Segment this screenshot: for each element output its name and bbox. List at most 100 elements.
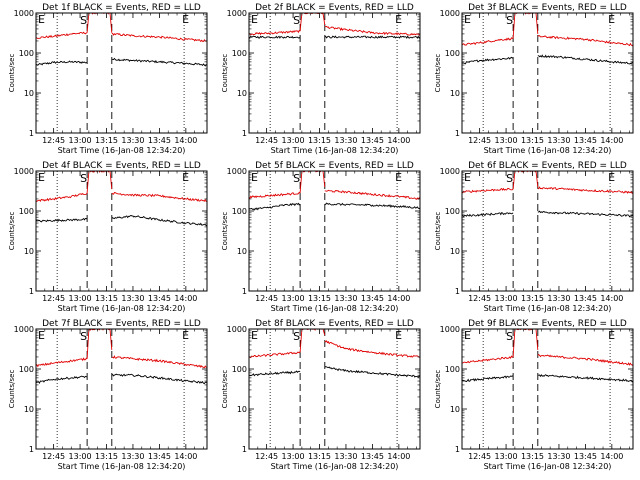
panel-5: Det 5f BLACK = Events, RED = LLD 1 10 100 10… [221,161,421,313]
events-series-line [111,373,207,385]
lld-series-line [462,187,514,194]
x-tick-label: 13:00 [495,452,518,461]
axes-frame [248,170,421,292]
x-tick-label: 13:30 [121,452,144,461]
x-axis-label: Start Time (16-Jan-08 12:34:20) [58,146,186,155]
events-series-line [36,375,88,385]
lld-series-line [36,357,88,368]
y-tick-label: 1000 [14,325,34,334]
marker-s: S [80,172,87,185]
x-tick-label: 13:00 [495,294,518,303]
y-tick-label: 10 [237,89,247,98]
panel-1: Det 1f BLACK = Events, RED = LLD 1 10 100 10… [8,3,208,155]
y-axis-label: Counts/sec [8,370,16,409]
panel-7: Det 7f BLACK = Events, RED = LLD 1 10 100 10… [8,319,208,471]
y-tick-label: 1000 [440,325,460,334]
events-series-line [111,215,207,227]
x-tick-label: 13:30 [121,136,144,145]
panel-3: Det 3f BLACK = Events, RED = LLD 1 10 100 10… [434,3,634,155]
panel-8: Det 8f BLACK = Events, RED = LLD 1 10 100 10… [221,319,421,471]
marker-s: S [293,14,300,27]
panel-title: Det 9f BLACK = Events, RED = LLD [468,319,627,329]
x-tick-label: 13:00 [282,294,305,303]
x-tick-label: 12:45 [255,136,278,145]
events-series-line [537,210,633,218]
marker-e-left: E [251,329,258,342]
plot-area [462,171,633,291]
y-tick-label: 1000 [440,167,460,176]
marker-e-right: E [395,171,402,184]
x-axis-label: Start Time (16-Jan-08 12:34:20) [484,462,612,471]
lld-series-line [462,355,514,364]
y-axis-label: Counts/sec [8,54,16,93]
y-tick-label: 1 [29,445,34,454]
lld-series-line [86,171,113,194]
x-tick-label: 13:15 [521,136,544,145]
y-tick-label: 1000 [227,167,247,176]
y-tick-label: 1000 [227,325,247,334]
lld-series-line [86,329,113,359]
x-tick-label: 13:00 [282,452,305,461]
x-axis-label: Start Time (16-Jan-08 12:34:20) [271,146,399,155]
x-tick-label: 13:00 [282,136,305,145]
y-tick-label: 10 [237,405,247,414]
x-tick-label: 14:00 [387,452,410,461]
x-tick-label: 13:30 [334,452,357,461]
lld-series-line [36,192,88,203]
lld-series-line [512,329,539,358]
lld-series-line [512,13,539,39]
y-tick-label: 10 [450,247,460,256]
x-tick-label: 12:45 [42,452,65,461]
x-tick-label: 13:45 [574,452,597,461]
lld-series-line [111,32,207,43]
x-tick-label: 13:45 [361,294,384,303]
plot-area [36,329,207,449]
x-tick-label: 14:00 [387,294,410,303]
lld-series-line [299,171,326,194]
marker-e-right: E [608,13,615,26]
x-axis-label: Start Time (16-Jan-08 12:34:20) [58,304,186,313]
x-tick-label: 12:45 [42,294,65,303]
plot-area [249,329,420,449]
marker-e-left: E [38,329,45,342]
x-tick-label: 13:15 [308,452,331,461]
panel-title: Det 1f BLACK = Events, RED = LLD [42,3,201,13]
lld-series-line [299,329,326,353]
y-tick-label: 100 [19,49,34,58]
x-axis-label: Start Time (16-Jan-08 12:34:20) [58,462,186,471]
y-tick-label: 100 [19,207,34,216]
marker-e-right: E [182,171,189,184]
events-series-line [324,35,420,39]
events-series-line [249,35,301,39]
x-tick-label: 13:00 [69,452,92,461]
events-series-line [537,373,633,383]
x-tick-label: 13:30 [547,136,570,145]
lld-series-line [111,355,207,369]
panel-title: Det 4f BLACK = Events, RED = LLD [42,161,201,171]
x-tick-label: 12:45 [255,294,278,303]
x-tick-label: 14:00 [387,136,410,145]
axes-frame [248,328,421,450]
marker-e-left: E [38,13,45,26]
y-tick-label: 1 [242,129,247,138]
events-series-line [324,366,420,378]
x-axis-label: Start Time (16-Jan-08 12:34:20) [271,462,399,471]
x-tick-label: 12:45 [468,452,491,461]
y-tick-label: 100 [445,207,460,216]
marker-s: S [80,14,87,27]
lld-series-line [537,186,633,195]
x-tick-label: 13:45 [361,136,384,145]
x-tick-label: 13:45 [148,136,171,145]
marker-e-right: E [182,13,189,26]
axes-frame [461,170,634,292]
lld-series-line [462,37,514,46]
axes-frame [35,328,208,450]
marker-e-left: E [38,171,45,184]
marker-s: S [293,330,300,343]
x-tick-label: 13:00 [69,136,92,145]
marker-s: S [506,172,513,185]
events-series-line [249,370,301,377]
events-series-line [462,375,514,383]
events-series-line [324,202,420,210]
panel-4: Det 4f BLACK = Events, RED = LLD 1 10 100 10… [8,161,208,313]
